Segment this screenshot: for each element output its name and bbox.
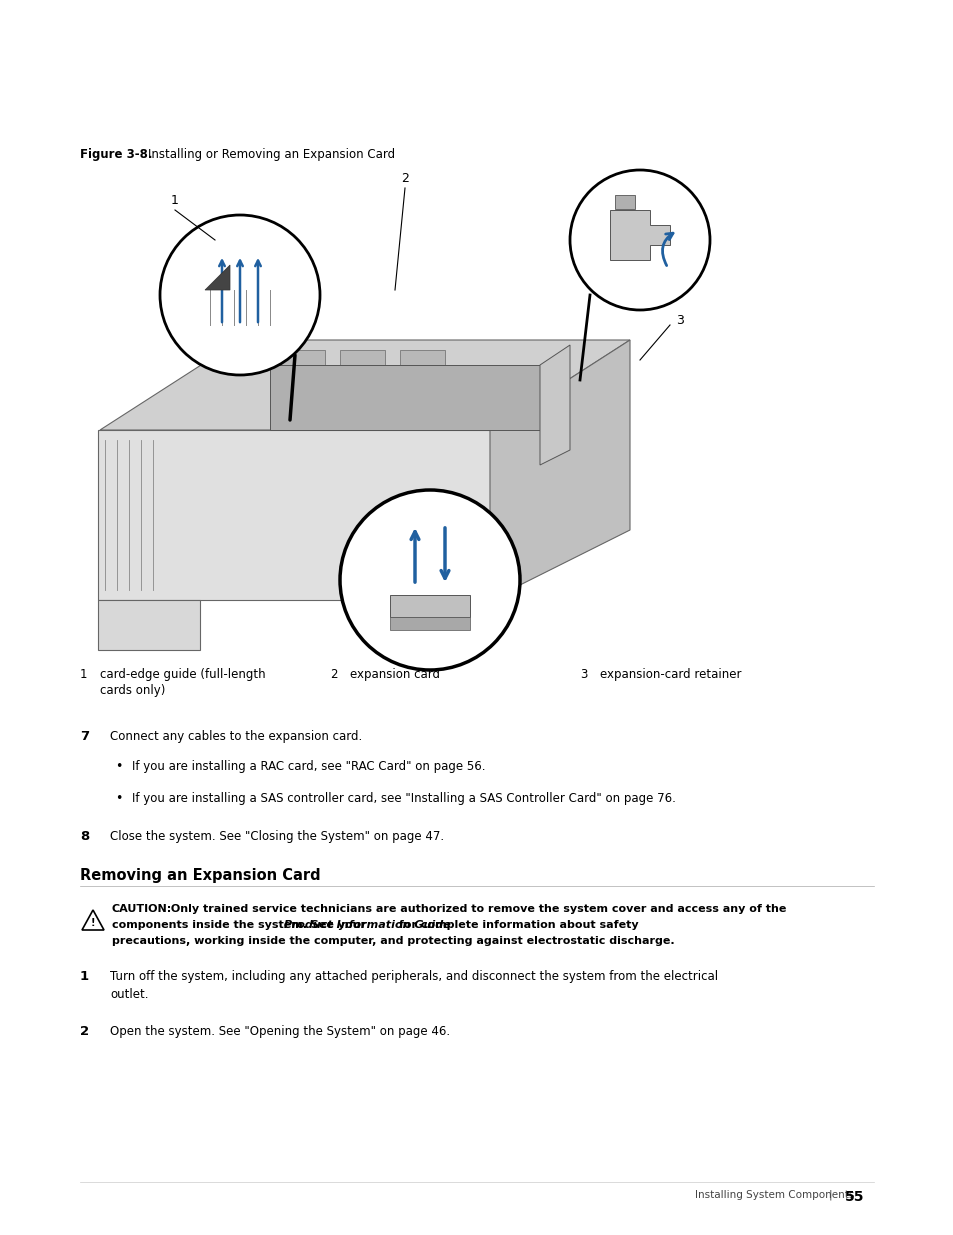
Text: expansion card: expansion card <box>350 668 439 680</box>
Text: Removing an Expansion Card: Removing an Expansion Card <box>80 868 320 883</box>
Text: Connect any cables to the expansion card.: Connect any cables to the expansion card… <box>110 730 362 743</box>
Circle shape <box>339 490 519 671</box>
Polygon shape <box>98 430 490 600</box>
Text: 3: 3 <box>676 314 683 326</box>
Text: Close the system. See "Closing the System" on page 47.: Close the system. See "Closing the Syste… <box>110 830 444 844</box>
Text: 2: 2 <box>330 668 337 680</box>
Text: 8: 8 <box>80 830 90 844</box>
Text: Figure 3-8.: Figure 3-8. <box>80 148 152 161</box>
Polygon shape <box>270 366 539 430</box>
Circle shape <box>569 170 709 310</box>
Text: for complete information about safety: for complete information about safety <box>395 920 638 930</box>
Polygon shape <box>82 910 104 930</box>
Polygon shape <box>490 340 629 600</box>
Text: If you are installing a SAS controller card, see "Installing a SAS Controller Ca: If you are installing a SAS controller c… <box>132 792 675 805</box>
Text: Installing System Components: Installing System Components <box>695 1191 854 1200</box>
Polygon shape <box>390 618 470 630</box>
FancyBboxPatch shape <box>399 350 444 410</box>
Text: 7: 7 <box>80 730 89 743</box>
Text: cards only): cards only) <box>100 684 165 697</box>
Text: 1: 1 <box>80 969 89 983</box>
FancyBboxPatch shape <box>615 195 635 209</box>
Text: |: | <box>827 1191 831 1200</box>
Text: 3: 3 <box>579 668 587 680</box>
Text: precautions, working inside the computer, and protecting against electrostatic d: precautions, working inside the computer… <box>112 936 674 946</box>
Text: 1: 1 <box>80 668 88 680</box>
Text: CAUTION:: CAUTION: <box>112 904 172 914</box>
Text: Only trained service technicians are authorized to remove the system cover and a: Only trained service technicians are aut… <box>167 904 785 914</box>
FancyArrowPatch shape <box>661 233 672 266</box>
Text: If you are installing a RAC card, see "RAC Card" on page 56.: If you are installing a RAC card, see "R… <box>132 760 485 773</box>
Text: 55: 55 <box>844 1191 863 1204</box>
Polygon shape <box>609 210 669 261</box>
Text: components inside the system. See your: components inside the system. See your <box>112 920 370 930</box>
Text: 2: 2 <box>400 172 409 184</box>
Text: Turn off the system, including any attached peripherals, and disconnect the syst: Turn off the system, including any attac… <box>110 969 718 1002</box>
Text: Open the system. See "Opening the System" on page 46.: Open the system. See "Opening the System… <box>110 1025 450 1037</box>
Text: Installing or Removing an Expansion Card: Installing or Removing an Expansion Card <box>148 148 395 161</box>
Text: card-edge guide (full-length: card-edge guide (full-length <box>100 668 265 680</box>
Text: Product Information Guide: Product Information Guide <box>284 920 451 930</box>
Text: !: ! <box>91 918 95 927</box>
Text: •: • <box>115 792 122 805</box>
Polygon shape <box>539 345 569 466</box>
Polygon shape <box>100 340 629 430</box>
Text: expansion-card retainer: expansion-card retainer <box>599 668 740 680</box>
Circle shape <box>160 215 319 375</box>
Polygon shape <box>98 600 200 650</box>
Text: 1: 1 <box>171 194 179 206</box>
FancyBboxPatch shape <box>339 350 385 410</box>
FancyBboxPatch shape <box>390 595 470 618</box>
FancyBboxPatch shape <box>280 350 325 410</box>
Polygon shape <box>205 266 230 290</box>
Text: 2: 2 <box>80 1025 89 1037</box>
Text: •: • <box>115 760 122 773</box>
